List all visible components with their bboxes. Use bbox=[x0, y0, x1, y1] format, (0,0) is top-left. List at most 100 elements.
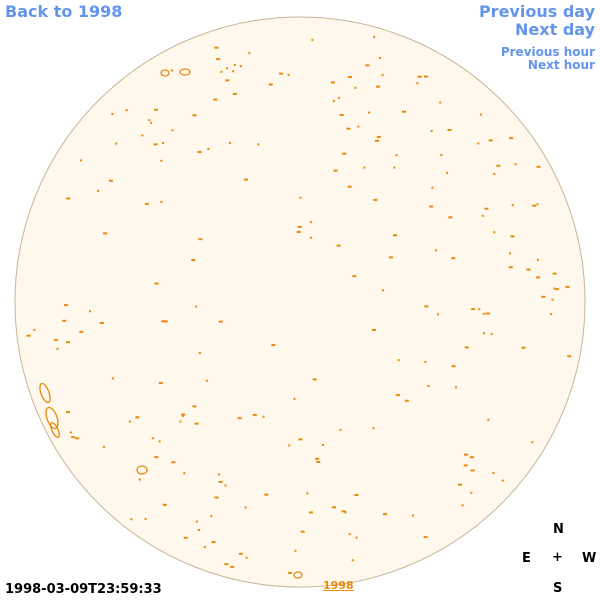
next-hour-link[interactable]: Next hour bbox=[527, 58, 595, 72]
speckle bbox=[354, 86, 357, 89]
speckle bbox=[346, 127, 351, 130]
speckle bbox=[351, 559, 354, 562]
speckle bbox=[163, 320, 168, 323]
speckle bbox=[461, 504, 464, 507]
speckle bbox=[417, 75, 422, 78]
speckle bbox=[470, 469, 475, 472]
speckle bbox=[108, 179, 113, 182]
speckle bbox=[496, 164, 501, 167]
speckle bbox=[347, 76, 352, 78]
speckle bbox=[287, 73, 290, 76]
speckle bbox=[416, 82, 419, 85]
speckle bbox=[508, 266, 513, 269]
speckle bbox=[198, 238, 203, 241]
speckle bbox=[161, 320, 166, 323]
speckle bbox=[509, 252, 511, 255]
speckle bbox=[271, 344, 276, 347]
speckle bbox=[344, 511, 347, 514]
speckle bbox=[239, 65, 242, 68]
speckle bbox=[509, 137, 514, 140]
speckle bbox=[194, 422, 199, 425]
speckle bbox=[492, 472, 495, 474]
speckle bbox=[148, 119, 151, 122]
speckle bbox=[311, 38, 314, 41]
speckle bbox=[232, 92, 237, 95]
back-link[interactable]: Back to 1998 bbox=[5, 2, 123, 21]
speckle bbox=[332, 100, 335, 103]
speckle bbox=[162, 503, 167, 506]
speckle bbox=[144, 202, 149, 205]
speckle bbox=[257, 143, 260, 146]
speckle bbox=[431, 186, 434, 189]
speckle bbox=[501, 479, 504, 482]
speckle bbox=[526, 268, 531, 271]
speckle bbox=[224, 484, 227, 487]
speckle bbox=[191, 259, 196, 262]
speckle bbox=[423, 536, 428, 539]
speckle bbox=[372, 427, 375, 430]
speckle bbox=[181, 413, 186, 416]
speckle bbox=[439, 101, 442, 104]
speckle bbox=[395, 394, 400, 397]
speckle bbox=[375, 139, 379, 142]
speckle bbox=[141, 134, 144, 137]
speckle bbox=[214, 46, 219, 49]
speckle bbox=[347, 185, 352, 188]
speckle bbox=[160, 159, 163, 162]
speckle bbox=[26, 334, 31, 337]
speckle bbox=[218, 320, 223, 323]
speckle bbox=[207, 148, 210, 151]
speckle bbox=[203, 546, 206, 548]
speckle bbox=[368, 111, 371, 114]
previous-day-link[interactable]: Previous day bbox=[478, 2, 595, 21]
contour bbox=[293, 571, 303, 579]
speckle bbox=[195, 305, 198, 308]
speckle bbox=[252, 413, 257, 416]
speckle bbox=[192, 114, 197, 117]
speckle bbox=[336, 244, 341, 247]
speckle bbox=[478, 308, 481, 311]
speckle bbox=[339, 428, 342, 431]
speckle bbox=[230, 565, 235, 568]
contour bbox=[50, 421, 60, 439]
speckle bbox=[440, 154, 443, 156]
speckle bbox=[482, 312, 485, 315]
speckle bbox=[354, 494, 359, 496]
speckle bbox=[298, 438, 303, 441]
speckle bbox=[389, 256, 393, 259]
speckle bbox=[490, 333, 493, 336]
next-day-link[interactable]: Next day bbox=[515, 20, 595, 39]
speckle bbox=[464, 453, 468, 456]
speckle bbox=[397, 359, 400, 362]
speckles bbox=[26, 35, 572, 574]
speckle bbox=[170, 69, 173, 72]
speckle bbox=[536, 258, 539, 261]
previous-hour-link[interactable]: Previous hour bbox=[500, 45, 595, 59]
speckle bbox=[279, 72, 284, 75]
speckle bbox=[430, 129, 433, 132]
speckle bbox=[315, 457, 320, 460]
speckle bbox=[479, 113, 482, 116]
speckle bbox=[316, 461, 321, 463]
speckle bbox=[306, 492, 309, 495]
speckle bbox=[213, 98, 218, 101]
speckle bbox=[103, 232, 108, 235]
speckle bbox=[487, 418, 490, 421]
speckle bbox=[551, 298, 554, 301]
speckle bbox=[125, 109, 128, 112]
speckle bbox=[128, 420, 131, 423]
speckle bbox=[103, 445, 105, 448]
speckle bbox=[171, 129, 174, 132]
speckle bbox=[62, 319, 67, 322]
speckle bbox=[66, 411, 71, 414]
speckle bbox=[183, 536, 188, 539]
speckle bbox=[299, 196, 302, 199]
speckle bbox=[424, 75, 428, 78]
speckle bbox=[355, 536, 358, 539]
speckle bbox=[220, 70, 223, 73]
speckle bbox=[293, 397, 296, 400]
year-link[interactable]: 1998 bbox=[323, 579, 354, 592]
speckle bbox=[521, 346, 526, 349]
speckle bbox=[300, 530, 305, 533]
